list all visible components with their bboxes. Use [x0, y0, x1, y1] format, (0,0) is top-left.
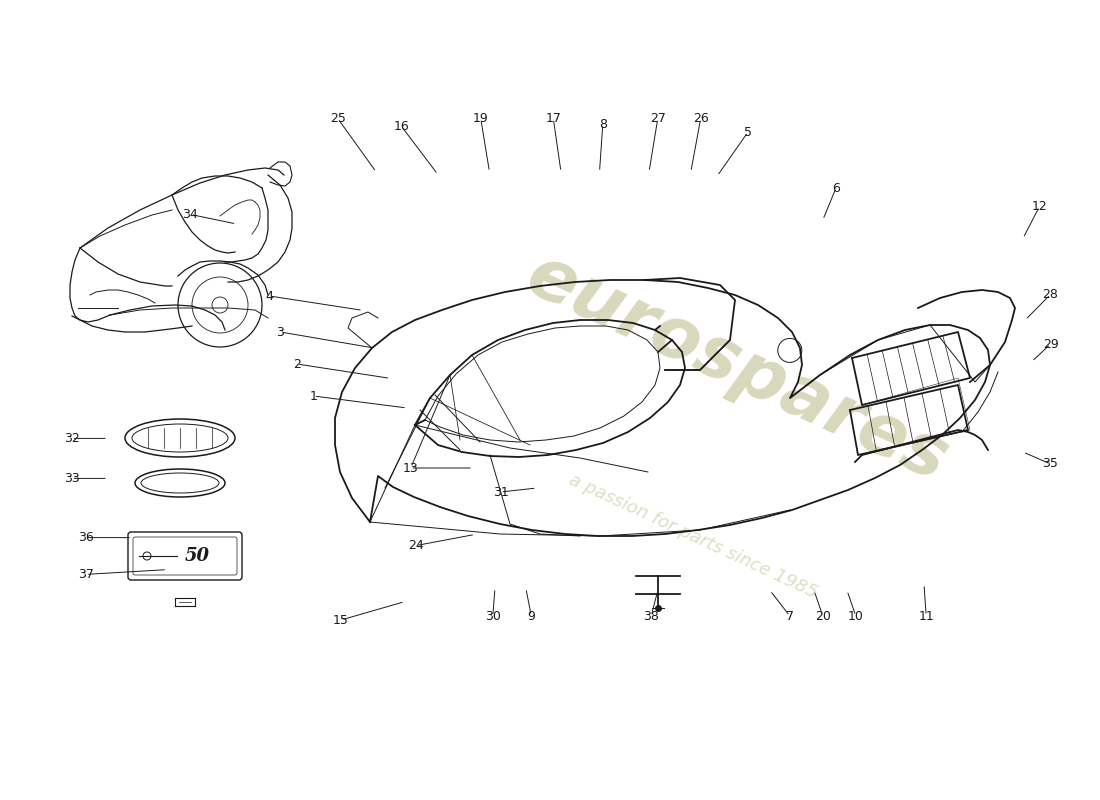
- Text: 38: 38: [644, 610, 659, 622]
- Text: 36: 36: [78, 531, 94, 544]
- Text: 30: 30: [485, 610, 501, 622]
- Text: 24: 24: [408, 539, 424, 552]
- Text: 4: 4: [265, 290, 274, 302]
- Text: eurospares: eurospares: [516, 240, 958, 496]
- Text: 12: 12: [1032, 200, 1047, 213]
- Text: 37: 37: [78, 568, 94, 581]
- Text: 35: 35: [1043, 458, 1058, 470]
- Text: 34: 34: [183, 208, 198, 221]
- Text: 31: 31: [493, 486, 508, 498]
- Text: 1: 1: [309, 390, 318, 402]
- Text: 15: 15: [333, 614, 349, 626]
- Text: 10: 10: [848, 610, 864, 622]
- Text: 11: 11: [918, 610, 934, 622]
- Text: 6: 6: [832, 182, 840, 194]
- Text: 16: 16: [394, 120, 409, 133]
- Text: 2: 2: [293, 358, 301, 370]
- Text: 26: 26: [693, 112, 708, 125]
- Text: 32: 32: [64, 432, 79, 445]
- Text: 17: 17: [546, 112, 561, 125]
- Text: 25: 25: [330, 112, 345, 125]
- Text: 50: 50: [185, 547, 209, 565]
- Text: 13: 13: [403, 462, 418, 474]
- Text: 28: 28: [1043, 288, 1058, 301]
- Text: 7: 7: [785, 610, 794, 622]
- Text: 29: 29: [1043, 338, 1058, 350]
- Text: 3: 3: [276, 326, 285, 338]
- Text: a passion for parts since 1985: a passion for parts since 1985: [566, 470, 820, 602]
- Text: 9: 9: [527, 610, 536, 622]
- Text: 19: 19: [473, 112, 488, 125]
- Text: 8: 8: [598, 118, 607, 130]
- Text: 5: 5: [744, 126, 752, 138]
- Text: 33: 33: [64, 472, 79, 485]
- Text: 27: 27: [650, 112, 666, 125]
- Text: 20: 20: [815, 610, 830, 622]
